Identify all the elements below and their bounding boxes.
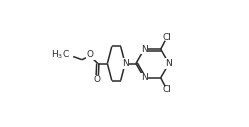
Text: O: O: [87, 51, 94, 59]
Text: H$_3$C: H$_3$C: [51, 48, 70, 61]
Text: Cl: Cl: [163, 85, 172, 94]
Text: N: N: [122, 59, 128, 68]
Text: Cl: Cl: [163, 33, 172, 42]
Text: N: N: [166, 59, 172, 68]
Text: O: O: [94, 75, 101, 84]
Text: N: N: [141, 45, 148, 54]
Text: N: N: [141, 73, 148, 82]
